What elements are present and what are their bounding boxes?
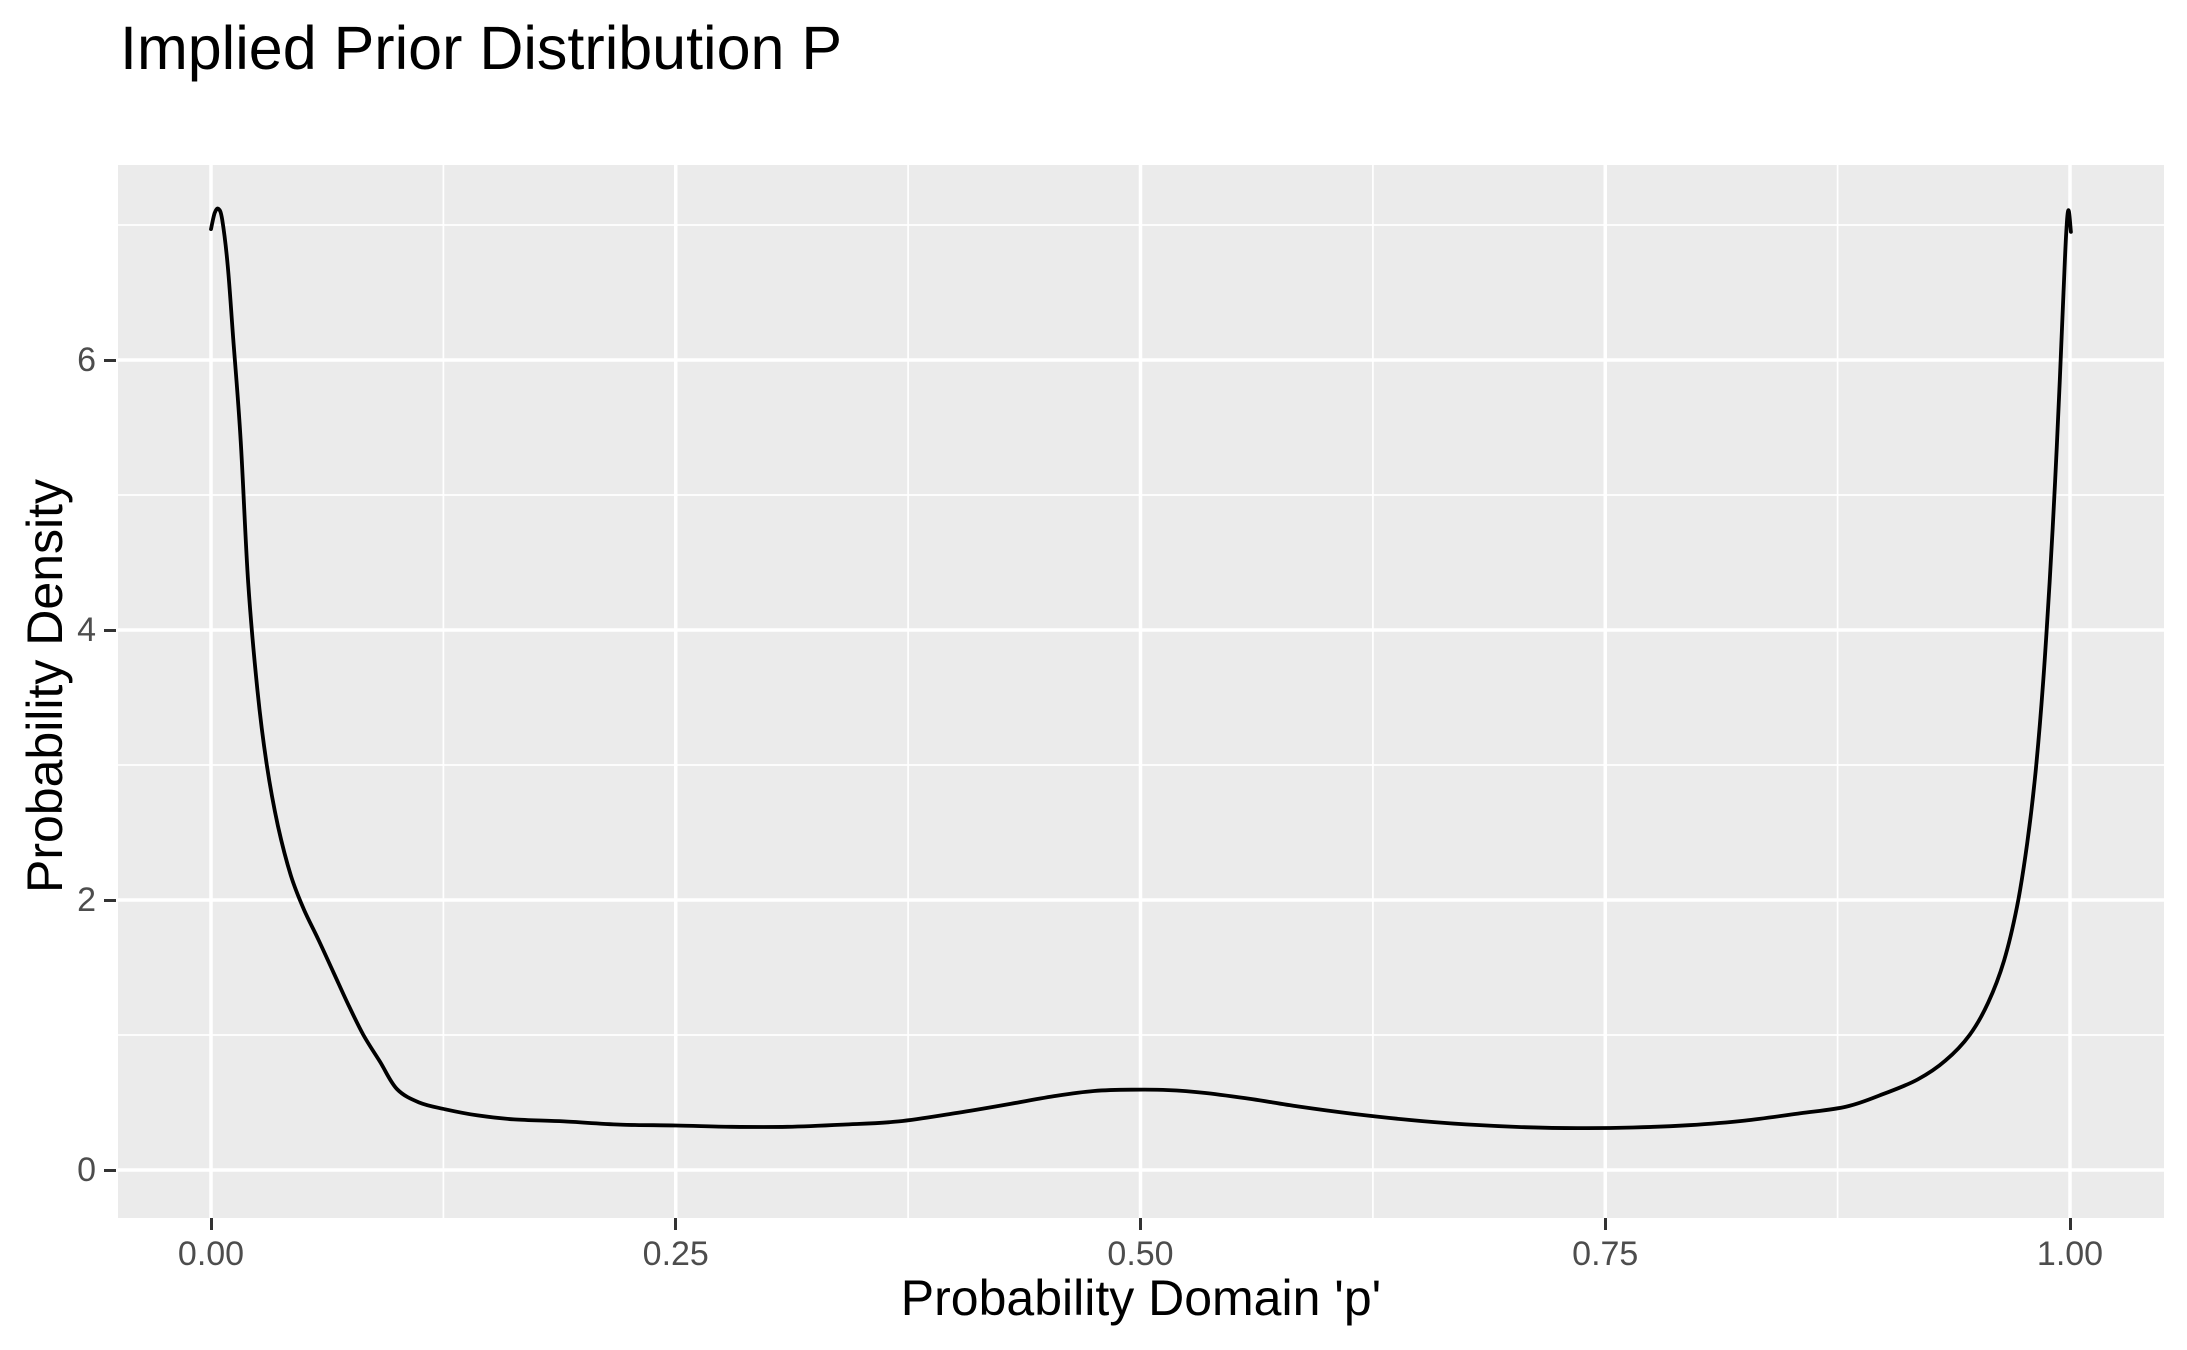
x-axis-title: Probability Domain 'p' — [900, 1270, 1382, 1326]
plot-panel — [118, 165, 2164, 1218]
y-tick-mark — [104, 628, 116, 632]
x-tick-mark — [2068, 1218, 2072, 1230]
x-tick-mark — [1603, 1218, 1607, 1230]
density-plot-canvas — [118, 165, 2164, 1218]
y-tick-label: 0 — [77, 1151, 96, 1189]
x-tick-mark — [1139, 1218, 1142, 1230]
y-tick-mark — [104, 1168, 116, 1172]
x-tick-label: 0.25 — [642, 1235, 709, 1273]
x-tick-label: 0.50 — [1107, 1235, 1174, 1273]
plot-title: Implied Prior Distribution P — [120, 14, 843, 82]
y-axis-title: Probability Density — [17, 478, 73, 894]
x-tick-label: 0.75 — [1572, 1235, 1639, 1273]
x-tick-mark — [674, 1218, 678, 1230]
x-tick-label: 1.00 — [2036, 1235, 2104, 1273]
major-gridlines — [118, 165, 2164, 1218]
y-tick-mark — [104, 358, 116, 362]
x-tick-mark — [209, 1218, 213, 1230]
density-curve-line — [209, 206, 2073, 1131]
x-tick-label: 0.00 — [177, 1235, 245, 1273]
y-tick-mark — [104, 898, 116, 902]
y-tick-label: 4 — [77, 611, 96, 649]
y-tick-label: 6 — [77, 341, 96, 379]
y-tick-label: 2 — [77, 881, 96, 919]
